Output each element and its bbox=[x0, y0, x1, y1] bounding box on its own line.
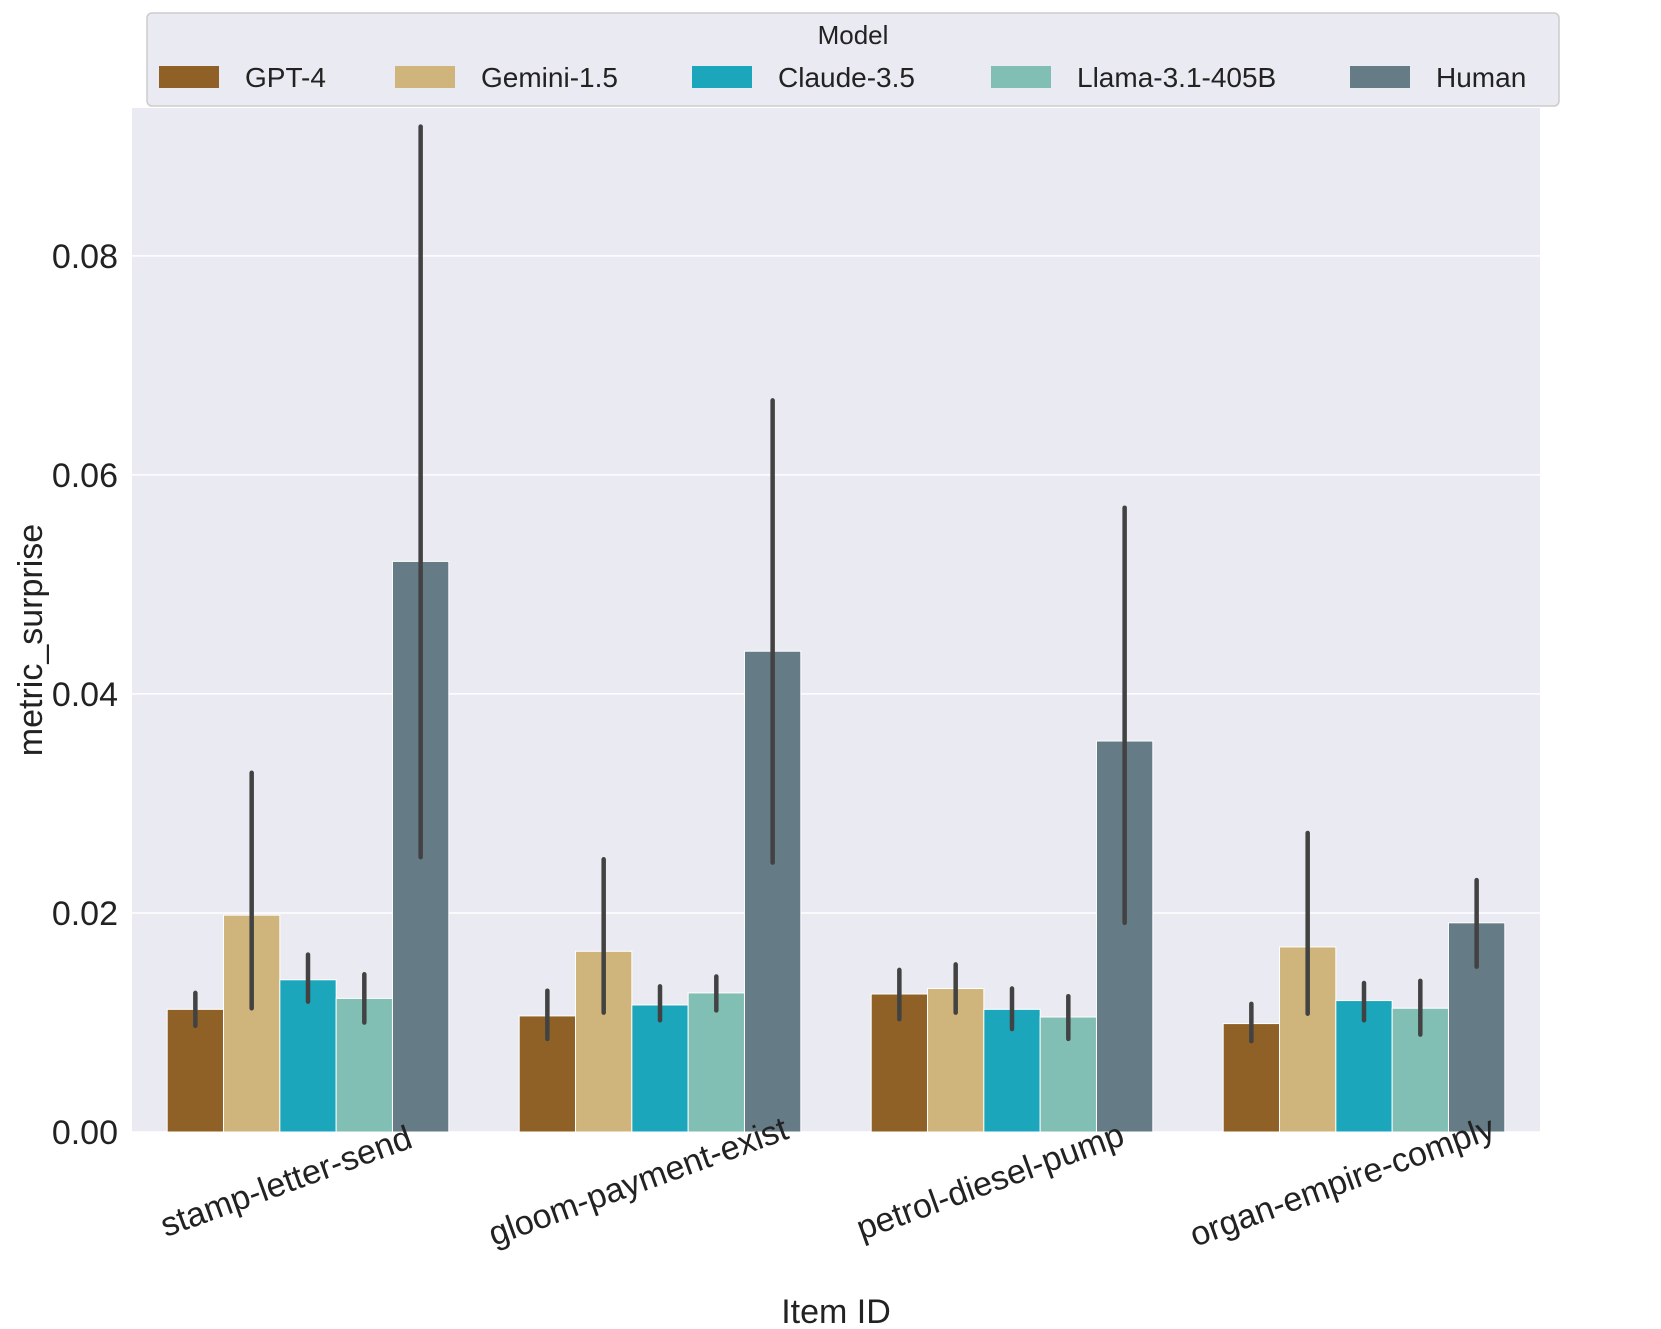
legend-swatch bbox=[159, 66, 219, 88]
legend-swatch bbox=[1350, 66, 1410, 88]
bars-group bbox=[166, 560, 1506, 1133]
bar-gpt-4-0 bbox=[166, 1008, 225, 1133]
legend-label: Gemini-1.5 bbox=[481, 62, 618, 93]
x-axis-label: Item ID bbox=[781, 1293, 891, 1329]
x-tick-label: stamp-letter-send bbox=[155, 1119, 417, 1245]
legend: Model GPT-4 Gemini-1.5 Claude-3.5 Llama-3.1… bbox=[146, 12, 1560, 107]
legend-label: GPT-4 bbox=[245, 62, 326, 93]
y-axis-ticks: 0.00 0.02 0.04 0.06 0.08 bbox=[52, 238, 118, 1152]
bar-claude-3-5-0 bbox=[279, 979, 337, 1133]
legend-swatch bbox=[692, 66, 752, 88]
y-tick-label: 0.02 bbox=[52, 895, 118, 933]
y-tick-label: 0.08 bbox=[52, 238, 118, 276]
legend-frame bbox=[146, 12, 1560, 107]
y-tick-label: 0.04 bbox=[52, 676, 118, 714]
x-tick-label: petrol-diesel-pump bbox=[851, 1116, 1129, 1248]
y-tick-label: 0.06 bbox=[52, 457, 118, 495]
legend-label: Claude-3.5 bbox=[778, 62, 915, 93]
legend-swatch bbox=[395, 66, 455, 88]
legend-items: GPT-4 Gemini-1.5 Claude-3.5 Llama-3.1-405B H… bbox=[159, 62, 1526, 93]
bar-llama-3-1-405b-1 bbox=[687, 992, 745, 1133]
y-tick-label: 0.00 bbox=[52, 1114, 118, 1152]
legend-swatch bbox=[991, 66, 1051, 88]
legend-label: Llama-3.1-405B bbox=[1077, 62, 1276, 93]
error-bars-group bbox=[193, 124, 1479, 1044]
y-axis-label: metric_surprise bbox=[12, 524, 50, 756]
legend-title: Model bbox=[818, 20, 889, 50]
legend-label: Human bbox=[1436, 62, 1526, 93]
bar-claude-3-5-1 bbox=[631, 1004, 689, 1133]
